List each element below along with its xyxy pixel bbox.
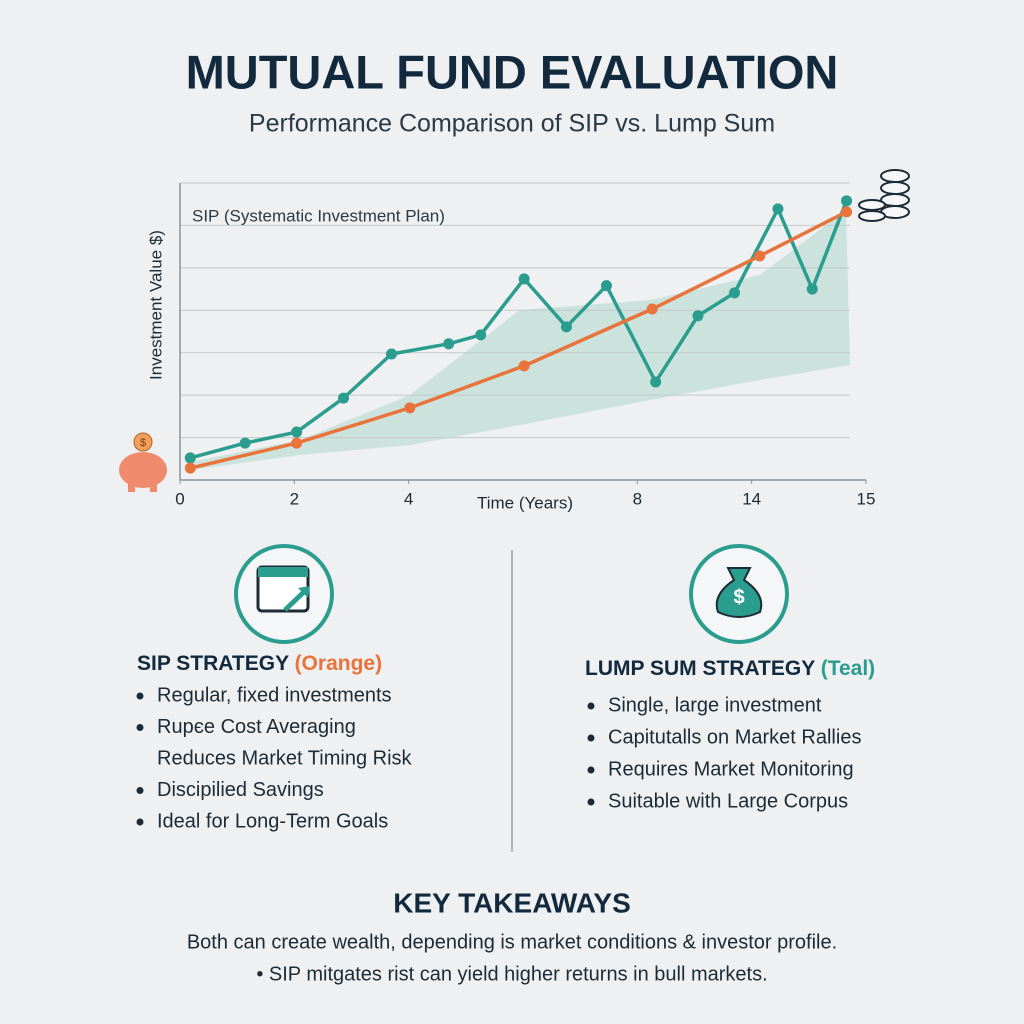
data-point: [475, 329, 487, 341]
data-point: [184, 452, 196, 464]
lump-heading: LUMP SUM STRATEGY (Teal): [585, 657, 875, 680]
data-point: [291, 426, 303, 438]
bullet-text: Regular, fixed investments: [157, 684, 392, 706]
coins-icon: [858, 169, 910, 222]
annotation: SIP (Systematic Investment Plan): [192, 206, 445, 225]
svg-text:$: $: [140, 437, 146, 449]
data-point: [772, 203, 784, 215]
piggy-bank-icon: $: [119, 432, 167, 492]
chart: 0 2 4 8 14 15: [175, 182, 876, 508]
x-tick-label: 4: [404, 489, 413, 508]
data-point: [806, 283, 818, 295]
svg-text:$: $: [733, 586, 744, 608]
bullet: [136, 818, 144, 826]
x-axis-label: Time (Years): [477, 493, 573, 512]
x-tick-label: 8: [633, 489, 642, 508]
x-tick-label: 14: [742, 489, 761, 508]
data-point: [754, 250, 766, 262]
lump-tag: (Teal): [821, 657, 875, 680]
money-bag-icon: $: [715, 567, 763, 618]
bullet: [587, 702, 595, 710]
bullet-text: Rupєe Cost Averaging: [157, 716, 356, 738]
data-point: [600, 280, 612, 292]
data-point: [518, 360, 530, 372]
data-point: [841, 195, 853, 207]
data-point: [291, 437, 303, 449]
lists: Regular, fixed investments Rupєe Cost Ave…: [136, 684, 861, 832]
sip-heading-text: SIP STRATEGY: [137, 652, 289, 675]
subtitle: Performance Comparison of SIP vs. Lump S…: [249, 110, 775, 138]
x-tick-label: 2: [290, 489, 299, 508]
sip-heading: SIP STRATEGY (Orange): [137, 652, 382, 675]
data-point: [443, 338, 455, 350]
x-tick-label: 15: [857, 489, 876, 508]
data-point: [404, 402, 416, 414]
takeaway-line: Both can create wealth, depending is mar…: [187, 931, 837, 953]
data-point: [184, 462, 196, 474]
lump-heading-text: LUMP SUM STRATEGY: [585, 657, 815, 680]
x-tick-label: 0: [175, 489, 184, 508]
bullet-text: Discipilied Savings: [157, 779, 324, 801]
data-point: [729, 287, 741, 299]
bullet: [587, 766, 595, 774]
y-axis-label: Investment Value $): [146, 230, 165, 380]
shaded-band: [190, 210, 850, 470]
data-point: [692, 310, 704, 322]
bullet: [136, 692, 144, 700]
bullet-text: Ideal for Long-Term Goals: [157, 810, 388, 832]
data-point: [386, 348, 398, 360]
takeaways-heading: KEY TAKEAWAYS: [393, 887, 631, 918]
data-point: [646, 303, 658, 315]
bullet-text: Single, large investment: [608, 694, 822, 716]
bullet: [587, 734, 595, 742]
bullet: [136, 724, 144, 731]
bullet: [587, 798, 595, 806]
series-line: [189, 200, 849, 460]
bullet-text: Suitable with Large Corpus: [608, 790, 848, 812]
bullet-text: Capitutalls on Market Rallies: [608, 726, 861, 748]
bullet: [136, 787, 144, 794]
data-point: [337, 392, 349, 404]
title: MUTUAL FUND EVALUATION: [186, 45, 839, 98]
data-point: [239, 437, 251, 449]
data-point: [518, 273, 530, 285]
data-point: [560, 321, 572, 333]
calendar-icon: [256, 565, 310, 613]
data-point: [841, 206, 853, 218]
bullet-text: Reduces Market Timing Risk: [157, 747, 413, 769]
sip-tag: (Orange): [295, 652, 383, 675]
bullet-text: Requires Market Monitoring: [608, 758, 854, 780]
takeaway-line: • SIP mitgates rist can yield higher ret…: [256, 963, 767, 985]
data-point: [650, 376, 662, 388]
